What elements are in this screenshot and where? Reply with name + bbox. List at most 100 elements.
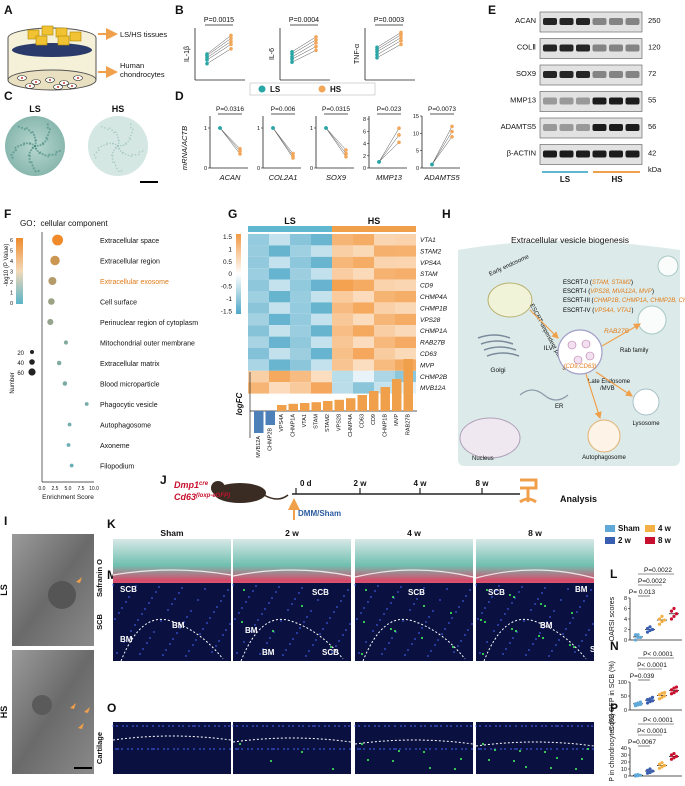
arrow	[595, 371, 633, 397]
gene-label: ACAN	[219, 173, 241, 182]
stain-speck	[119, 150, 122, 152]
nucleus-dot	[567, 725, 569, 727]
nucleus-dot	[232, 584, 234, 586]
nucleus-dot	[425, 621, 427, 623]
nucleus-dot	[131, 748, 133, 750]
nucleus-dot	[461, 748, 463, 750]
pair-line	[378, 128, 400, 163]
bar-gene-label: CHMP2B	[267, 428, 273, 451]
ilv	[573, 355, 583, 365]
nucleus-dot	[162, 725, 164, 727]
nucleus-dot	[489, 725, 491, 727]
row-label: Safranin O	[95, 559, 104, 597]
heat-cell	[269, 256, 290, 269]
gfp-dot	[544, 605, 546, 607]
pair-line	[376, 40, 402, 55]
stain-speck	[46, 138, 49, 141]
nucleus-dot	[462, 600, 464, 602]
nucleus-dot	[464, 634, 466, 636]
timeline-label: 8 w	[476, 479, 490, 488]
stain-speck	[54, 153, 57, 156]
data-point	[650, 695, 655, 700]
stain-speck	[58, 149, 61, 152]
colorbar-label: -log10 (P Value)	[4, 244, 10, 287]
nucleus-dot	[404, 654, 406, 656]
colorbar-tick: 4	[10, 259, 13, 265]
nucleus-dot	[264, 608, 266, 610]
scb-image	[355, 583, 473, 661]
scb-image	[476, 583, 594, 661]
stain-speck	[23, 128, 26, 131]
nucleus-dot	[307, 748, 309, 750]
stain-speck	[36, 144, 39, 147]
stain-speck	[97, 146, 100, 149]
nucleus-dot	[248, 596, 250, 598]
nucleus-dot	[484, 607, 486, 609]
nucleus-dot	[421, 627, 423, 629]
heat-cell	[374, 291, 395, 303]
gene-label: COL2A1	[269, 173, 298, 182]
ls-point	[205, 52, 209, 56]
data-point	[662, 694, 667, 698]
legend-label: Sham	[618, 524, 640, 533]
autophagosome-label: Autophagosome	[582, 455, 626, 461]
heat-cell	[353, 336, 374, 348]
panel-letter: G	[228, 207, 237, 221]
nucleus-dot	[220, 600, 222, 602]
nucleus-dot	[376, 624, 378, 626]
tick-label: 50	[621, 694, 627, 700]
hs-point	[397, 133, 401, 137]
gfp-dot	[573, 646, 575, 648]
nucleus-dot	[112, 584, 114, 586]
data-point	[657, 693, 662, 697]
tick-label: 1	[204, 126, 207, 132]
nucleus-dot	[204, 588, 206, 590]
colorbar-tick: 1	[10, 291, 13, 297]
gfp-dot	[270, 760, 272, 762]
nucleus-dot	[436, 725, 438, 727]
ls-point	[375, 55, 379, 60]
gfp-dot	[575, 768, 577, 770]
stain-speck	[111, 161, 114, 163]
heat-cell	[332, 291, 353, 303]
heat-cell	[374, 348, 395, 360]
ls-point	[430, 162, 434, 167]
blot-band	[559, 44, 574, 52]
nucleus-dot	[561, 725, 563, 727]
logfc-bar	[288, 403, 298, 411]
label-part: /MVB	[600, 386, 615, 392]
stain-speck	[127, 140, 130, 143]
heat-cell	[290, 348, 311, 360]
ls-point	[375, 52, 379, 57]
exosome-top	[657, 255, 679, 277]
heat-cell	[395, 325, 416, 337]
heat-cell	[332, 245, 353, 257]
nucleus-dot	[115, 748, 117, 750]
p-value: P=0.0316	[216, 106, 244, 113]
hs-point	[397, 126, 401, 131]
nucleus-dot	[440, 725, 442, 727]
heat-cell	[353, 245, 374, 257]
nucleus-dot	[261, 748, 263, 750]
nucleus-dot	[206, 622, 208, 624]
tick-label: 8	[624, 596, 627, 602]
nucleus-dot	[497, 624, 499, 626]
stain-speck	[28, 129, 31, 132]
treatment-label: DMM/Sham	[298, 509, 341, 518]
nucleus-dot	[565, 628, 567, 630]
nucleus-dot	[460, 725, 462, 727]
bar-gene-label: MVB12A	[256, 436, 262, 458]
heat-cell	[395, 279, 416, 291]
stain-speck	[46, 126, 49, 129]
gene-label: STAM	[420, 271, 438, 278]
nucleus-dot	[209, 748, 211, 750]
stain-speck	[112, 155, 114, 157]
p-value: P=0.0022	[638, 578, 666, 585]
tick-label: 2	[363, 154, 366, 160]
lysosome-label: Lysosome	[632, 421, 660, 427]
gfp-dot	[482, 653, 484, 655]
nucleus-dot	[182, 725, 184, 727]
stain-speck	[114, 143, 117, 146]
nucleus-dot	[441, 633, 443, 635]
